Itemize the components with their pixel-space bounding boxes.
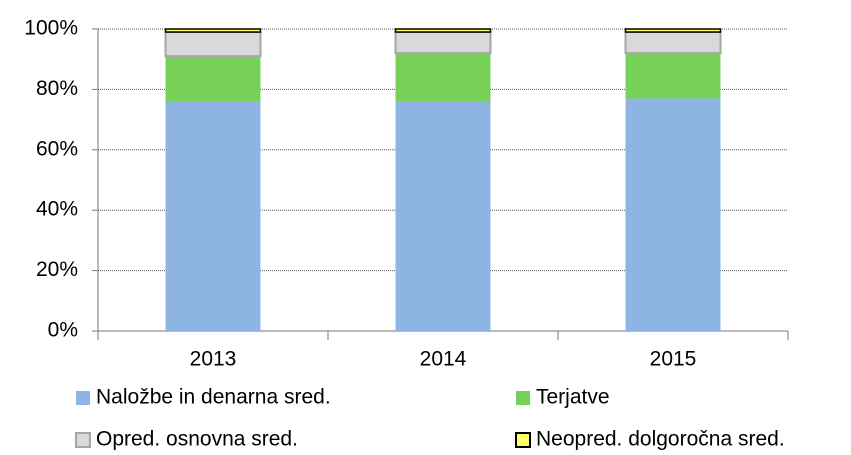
y-tick-label: 20% — [36, 258, 78, 281]
legend-marker — [75, 432, 91, 448]
x-tick-label: 2014 — [420, 348, 467, 371]
bar-segment — [624, 28, 722, 33]
y-tick-label: 100% — [24, 17, 78, 40]
bar-segment — [165, 101, 261, 331]
bar-segment — [625, 98, 721, 332]
y-tick-label: 40% — [36, 198, 78, 221]
x-tick-label: 2015 — [650, 348, 697, 371]
legend-label: Naložbe in denarna sred. — [96, 386, 331, 409]
bar-segment — [394, 28, 492, 33]
legend-marker — [516, 391, 530, 405]
bar-segment — [165, 56, 261, 102]
x-tick-label: 2013 — [190, 348, 237, 371]
bar-segment — [624, 31, 722, 55]
legend-label: Opred. osnovna sred. — [96, 428, 298, 451]
y-tick-label: 80% — [36, 77, 78, 100]
legend-marker — [76, 391, 90, 405]
legend-label: Terjatve — [536, 386, 610, 409]
legend-label: Neopred. dolgoročna sred. — [536, 428, 785, 451]
bar-segment — [395, 53, 491, 102]
y-tick-label: 60% — [36, 137, 78, 160]
bar-segment — [164, 28, 262, 33]
bar-segment — [625, 53, 721, 99]
bar-segment — [395, 101, 491, 331]
bar-segment — [164, 31, 262, 58]
legend-marker — [515, 432, 531, 448]
y-tick-label: 0% — [48, 319, 78, 342]
bar-segment — [394, 31, 492, 55]
